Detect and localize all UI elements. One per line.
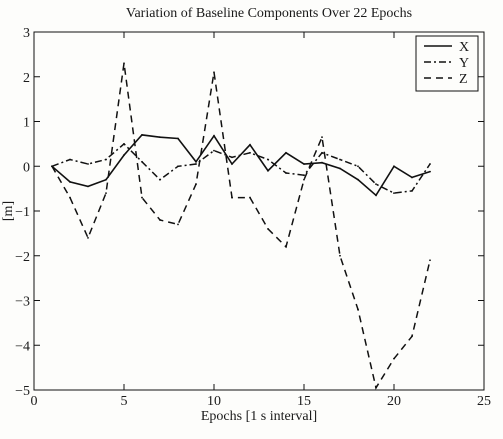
y-tick-label: −5 xyxy=(15,384,30,399)
data-point xyxy=(249,196,251,199)
x-tick-label: 25 xyxy=(477,394,491,409)
data-point xyxy=(321,151,323,154)
data-point xyxy=(411,176,413,179)
x-tick-label: 15 xyxy=(297,394,311,409)
data-point xyxy=(213,134,215,137)
data-point xyxy=(267,228,269,230)
data-point xyxy=(393,357,395,360)
data-point xyxy=(321,136,323,139)
data-point xyxy=(213,71,215,74)
data-point xyxy=(411,189,413,192)
legend-label-y: Y xyxy=(459,56,469,71)
data-point xyxy=(249,151,251,154)
series-line-x xyxy=(51,134,431,197)
data-point xyxy=(267,158,269,161)
y-tick-label: 1 xyxy=(23,116,30,131)
series-points-y xyxy=(51,142,431,195)
data-point xyxy=(177,165,179,168)
data-point xyxy=(429,259,431,262)
data-point xyxy=(357,178,359,181)
x-tick-label: 20 xyxy=(387,394,401,409)
data-point xyxy=(213,149,215,152)
data-point xyxy=(303,178,305,181)
data-point xyxy=(141,134,143,136)
data-point xyxy=(69,181,71,183)
data-point xyxy=(105,178,107,181)
y-axis-label: [m] xyxy=(1,201,16,221)
data-point xyxy=(429,170,431,173)
data-point xyxy=(123,142,125,145)
data-point xyxy=(285,172,287,174)
data-point xyxy=(51,165,53,168)
data-point xyxy=(195,163,197,165)
data-point xyxy=(159,136,161,139)
y-tick-label: 3 xyxy=(23,26,30,41)
data-point xyxy=(267,169,269,172)
data-point xyxy=(285,151,287,154)
legend: XYZ xyxy=(415,35,479,92)
legend-label-z: Z xyxy=(459,72,468,87)
data-point xyxy=(123,154,125,156)
y-tick-label: −2 xyxy=(15,250,30,265)
y-tick-label: −3 xyxy=(15,295,30,310)
data-point xyxy=(231,156,233,159)
data-point xyxy=(177,223,179,226)
series-line-y xyxy=(51,142,431,194)
y-tick-label: 2 xyxy=(23,71,30,86)
legend-box xyxy=(415,35,479,92)
data-point xyxy=(123,62,125,65)
data-point xyxy=(429,163,431,165)
data-point xyxy=(303,174,305,177)
data-point xyxy=(141,196,143,199)
data-point xyxy=(105,192,107,195)
data-point xyxy=(357,308,359,311)
chart-title: Variation of Baseline Components Over 22… xyxy=(126,6,412,21)
data-point xyxy=(195,160,197,163)
y-tick-label: −1 xyxy=(15,205,30,220)
series-points-x xyxy=(51,134,431,197)
x-tick-label: 10 xyxy=(207,394,221,409)
data-point xyxy=(393,165,395,168)
data-point xyxy=(249,143,251,146)
data-point xyxy=(69,158,71,161)
y-tick-label: −4 xyxy=(15,339,30,354)
data-point xyxy=(105,158,107,161)
data-point xyxy=(285,245,287,248)
data-point xyxy=(231,196,233,199)
series-points-z xyxy=(51,62,431,389)
data-point xyxy=(393,192,395,195)
data-point xyxy=(339,158,341,161)
data-point xyxy=(69,196,71,199)
data-point xyxy=(303,163,305,165)
series-layer xyxy=(51,62,431,390)
data-point xyxy=(159,219,161,221)
data-point xyxy=(195,183,197,186)
data-point xyxy=(177,137,179,140)
legend-label-x: X xyxy=(459,40,469,55)
data-point xyxy=(87,163,89,165)
data-point xyxy=(357,165,359,168)
data-point xyxy=(87,236,89,239)
data-point xyxy=(321,161,323,164)
x-tick-label: 5 xyxy=(121,394,128,409)
x-axis-label: Epochs [1 s interval] xyxy=(201,409,317,424)
data-point xyxy=(375,194,377,197)
y-tick-label: 0 xyxy=(23,160,30,175)
x-tick-label: 0 xyxy=(31,394,38,409)
series-line-z xyxy=(51,63,431,390)
data-point xyxy=(141,160,143,163)
data-point xyxy=(375,183,377,186)
data-point xyxy=(339,167,341,170)
data-point xyxy=(339,254,341,257)
data-point xyxy=(159,178,161,181)
data-point xyxy=(411,335,413,338)
data-point xyxy=(231,163,233,165)
data-point xyxy=(375,386,377,389)
data-point xyxy=(87,185,89,188)
